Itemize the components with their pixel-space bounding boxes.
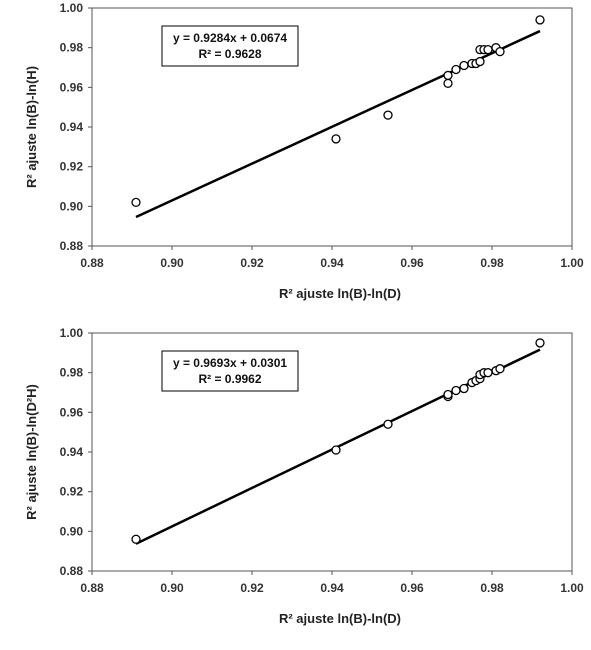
data-point [495,364,505,374]
scatter-chart-top: 0.88 0.90 0.92 0.94 0.96 0.98 1.00 0.88 0.90 0.92… [24,1,584,301]
x-axis-title: R² ajuste ln(B)-ln(D) [279,611,401,626]
y-tick-label: 1.00 [60,326,84,340]
y-tick-label: 0.92 [60,485,84,499]
data-point [483,45,493,55]
x-tick-label: 0.96 [400,581,424,595]
data-point [443,70,453,81]
data-point [451,385,461,396]
data-point [535,338,545,348]
data-point [451,64,461,75]
data-point [475,56,485,67]
x-tick-label: 0.96 [400,256,424,270]
x-tick-label: 0.98 [480,581,504,595]
y-tick-label: 0.92 [60,160,84,174]
data-point [131,534,141,544]
trendline-equation: y = 0.9284x + 0.0674 [173,31,287,45]
y-tick-label: 1.00 [60,1,84,15]
x-tick-label: 0.88 [80,256,104,270]
scatter-chart-bottom: 0.88 0.90 0.92 0.94 0.96 0.98 1.00 0.88 0.90 0.92… [24,326,584,626]
y-tick-label: 0.90 [60,199,84,213]
x-tick-label: 0.90 [160,256,184,270]
x-tick-label: 1.00 [560,256,584,270]
y-tick-label: 0.98 [60,366,84,380]
data-point [383,110,393,120]
x-tick-label: 0.90 [160,581,184,595]
data-point [535,15,545,25]
y-tick-label: 0.94 [60,445,84,459]
x-tick-label: 0.98 [480,256,504,270]
y-tick-label: 0.94 [60,120,84,134]
x-tick-label: 1.00 [560,581,584,595]
x-tick-label: 0.88 [80,581,104,595]
x-axis-title: R² ajuste ln(B)-ln(D) [279,286,401,301]
y-tick-label: 0.88 [60,239,84,253]
data-point [131,197,141,208]
data-point [459,383,469,394]
data-point [459,60,469,71]
x-tick-label: 0.92 [240,256,264,270]
data-point [443,389,453,400]
y-tick-label: 0.88 [60,564,84,578]
data-point [331,134,341,144]
x-tick-label: 0.94 [320,581,344,595]
y-axis-title: R² ajuste ln(B)-ln(D²H) [24,384,39,520]
y-tick-label: 0.90 [60,524,84,538]
r-squared-label: R² = 0.9962 [198,372,261,386]
data-point [443,78,453,89]
y-tick-label: 0.96 [60,80,84,94]
trendline-equation: y = 0.9693x + 0.0301 [173,356,287,370]
equation-box [161,25,299,67]
data-point [331,445,341,455]
x-tick-label: 0.94 [320,256,344,270]
y-tick-label: 0.96 [60,405,84,419]
data-point [495,46,505,57]
y-axis-title: R² ajuste ln(B)-ln(H) [24,66,39,188]
y-tick-label: 0.98 [60,41,84,55]
data-point [383,419,393,429]
r-squared-label: R² = 0.9628 [198,47,261,61]
data-point [483,368,493,378]
equation-box [161,350,299,392]
x-tick-label: 0.92 [240,581,264,595]
